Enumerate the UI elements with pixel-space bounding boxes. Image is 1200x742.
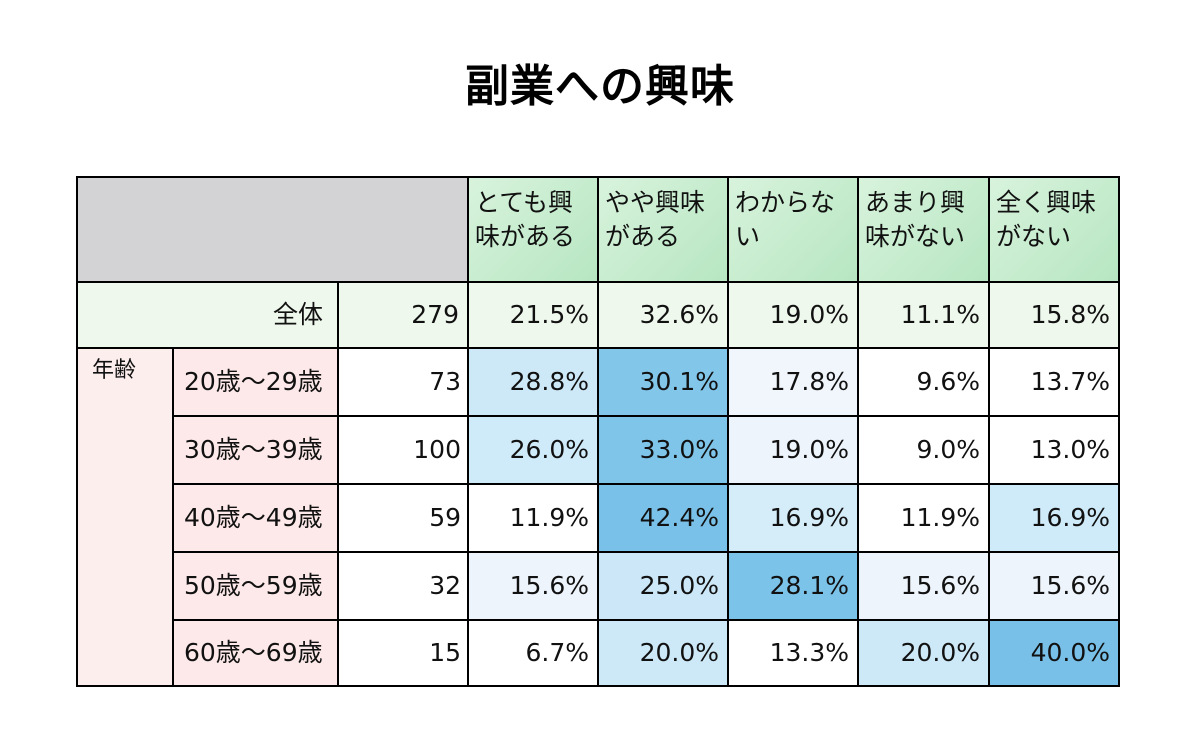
- value-cell: 15.6%: [988, 551, 1120, 621]
- value-cell: 26.0%: [467, 415, 599, 485]
- row-n: 100: [337, 415, 469, 485]
- table-row: 60歳～69歳 15 6.7% 20.0% 13.3% 20.0% 40.0%: [77, 619, 1120, 687]
- value-cell: 17.8%: [727, 347, 859, 417]
- value-cell: 6.7%: [467, 619, 599, 687]
- corner-cell: [76, 176, 469, 283]
- value-cell: 9.0%: [857, 415, 990, 485]
- column-header: 全く興味 がない: [988, 176, 1120, 283]
- column-header: やや興味 がある: [597, 176, 729, 283]
- value-cell: 28.1%: [727, 551, 859, 621]
- table-row: 40歳～49歳 59 11.9% 42.4% 16.9% 11.9% 16.9%: [77, 483, 1120, 553]
- value-cell: 33.0%: [597, 415, 729, 485]
- value-cell: 9.6%: [857, 347, 990, 417]
- column-header: あまり興 味がない: [857, 176, 990, 283]
- chart-title: 副業への興味: [465, 61, 735, 112]
- total-n: 279: [337, 281, 469, 349]
- table-row: 50歳～59歳 32 15.6% 25.0% 28.1% 15.6% 15.6%: [77, 551, 1120, 621]
- heatmap-table: とても興 味がある やや興味 がある わからない あまり興 味がない 全く興味 がない …: [76, 176, 1120, 687]
- value-cell: 20.0%: [857, 619, 990, 687]
- row-label: 30歳～39歳: [172, 415, 339, 485]
- value-cell: 13.3%: [727, 619, 859, 687]
- row-label: 40歳～49歳: [172, 483, 339, 553]
- value-cell: 30.1%: [597, 347, 729, 417]
- total-value: 11.1%: [857, 281, 990, 349]
- row-label: 50歳～59歳: [172, 551, 339, 621]
- value-cell: 25.0%: [597, 551, 729, 621]
- column-header: わからない: [727, 176, 859, 283]
- table-row: 30歳～39歳 100 26.0% 33.0% 19.0% 9.0% 13.0%: [77, 415, 1120, 485]
- row-label: 60歳～69歳: [172, 619, 339, 687]
- value-cell: 19.0%: [727, 415, 859, 485]
- value-cell: 11.9%: [467, 483, 599, 553]
- value-cell: 16.9%: [727, 483, 859, 553]
- total-value: 15.8%: [988, 281, 1120, 349]
- value-cell: 28.8%: [467, 347, 599, 417]
- value-cell: 11.9%: [857, 483, 990, 553]
- row-n: 73: [337, 347, 469, 417]
- value-cell: 42.4%: [597, 483, 729, 553]
- age-group-label: 年齢: [76, 347, 174, 687]
- row-label: 20歳～29歳: [172, 347, 339, 417]
- row-n: 15: [337, 619, 469, 687]
- table-row: 年齢 20歳～29歳 73 28.8% 30.1% 17.8% 9.6% 13.…: [76, 347, 1120, 687]
- value-cell: 20.0%: [597, 619, 729, 687]
- value-cell: 15.6%: [467, 551, 599, 621]
- column-header: とても興 味がある: [467, 176, 599, 283]
- value-cell: 13.0%: [988, 415, 1120, 485]
- value-cell: 16.9%: [988, 483, 1120, 553]
- total-value: 21.5%: [467, 281, 599, 349]
- total-label: 全体: [76, 281, 339, 349]
- row-n: 32: [337, 551, 469, 621]
- row-n: 59: [337, 483, 469, 553]
- value-cell: 13.7%: [988, 347, 1120, 417]
- header-row: とても興 味がある やや興味 がある わからない あまり興 味がない 全く興味 がない: [76, 176, 1120, 283]
- total-value: 19.0%: [727, 281, 859, 349]
- value-cell: 40.0%: [988, 619, 1120, 687]
- value-cell: 15.6%: [857, 551, 990, 621]
- total-row: 全体 279 21.5% 32.6% 19.0% 11.1% 15.8%: [76, 281, 1120, 349]
- total-value: 32.6%: [597, 281, 729, 349]
